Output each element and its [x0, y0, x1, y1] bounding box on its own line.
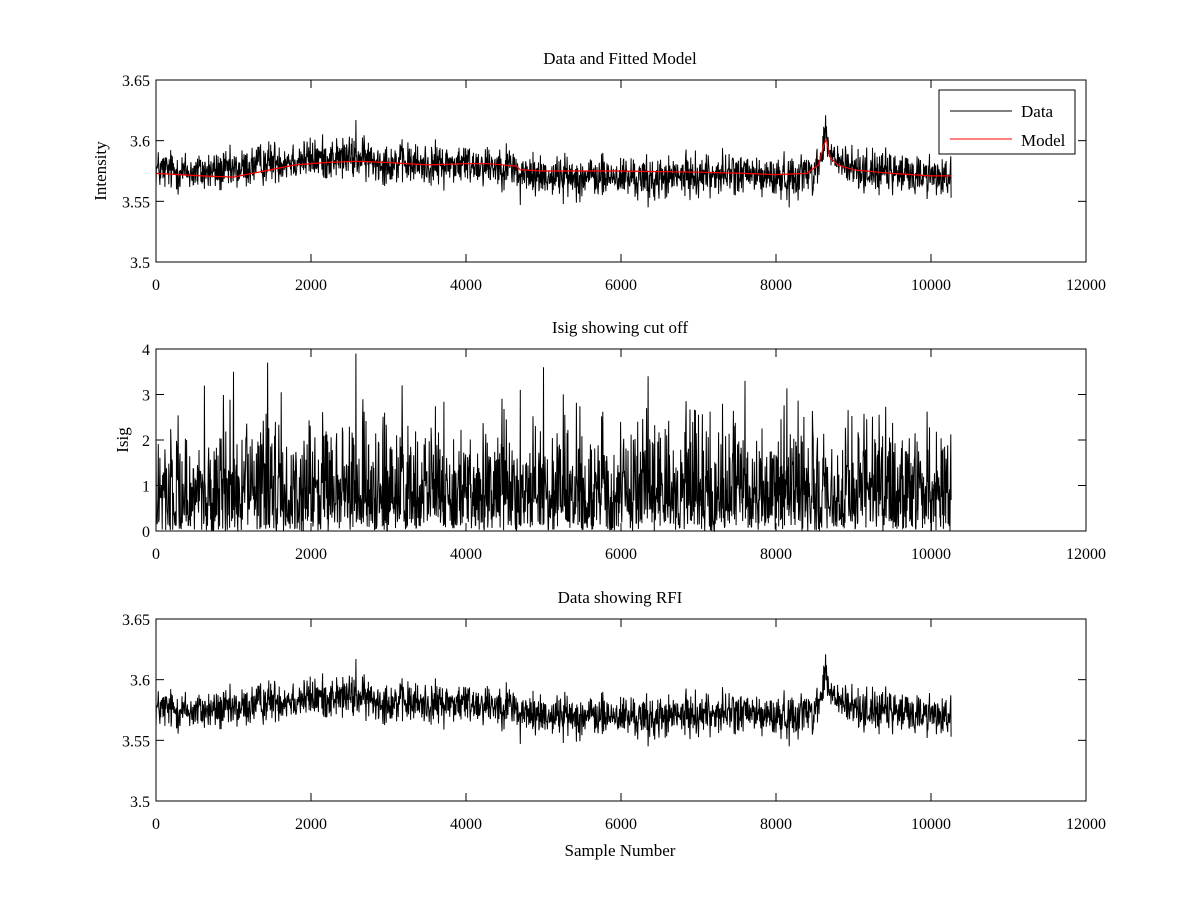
plot-title: Data showing RFI [558, 588, 683, 607]
x-tick-label: 2000 [295, 816, 327, 833]
plot-area: 0 2000 4000 6000 8000 10000 12000 3.5 3.55 3.6 3.6… [122, 612, 1106, 833]
y-tick-label: 3.55 [122, 194, 150, 211]
x-tick-label: 12000 [1066, 546, 1106, 563]
series-line-model [155, 137, 952, 178]
x-tick-label: 12000 [1066, 277, 1106, 294]
plot-area: 0 2000 4000 6000 8000 10000 12000 0 1 2 3 4 [142, 342, 1106, 563]
series-line-data [155, 115, 952, 208]
x-tick-label: 10000 [911, 546, 951, 563]
legend-box [938, 89, 1076, 155]
y-tick-label: 3.65 [122, 612, 150, 629]
y-tick-label: 2 [142, 433, 150, 450]
x-tick-label: 6000 [605, 816, 637, 833]
y-axis-label: Isig [113, 427, 132, 453]
panel-isig-showing-cut-off: Isig showing cut off Isig 0 2000 4000 6000 8… [113, 318, 1106, 563]
x-tick-label: 0 [152, 277, 160, 294]
series-line-isig [155, 353, 952, 533]
x-tick-label: 10000 [911, 816, 951, 833]
x-tick-label: 0 [152, 546, 160, 563]
x-tick-label: 10000 [911, 277, 951, 294]
x-tick-label: 0 [152, 816, 160, 833]
x-axis-label: Sample Number [565, 841, 676, 860]
x-tick-label: 4000 [450, 816, 482, 833]
y-tick-label: 3.6 [130, 134, 150, 151]
x-tick-label: 2000 [295, 546, 327, 563]
y-tick-label: 3.5 [130, 255, 150, 272]
legend: Data Model [938, 89, 1076, 155]
x-tick-label: 12000 [1066, 816, 1106, 833]
y-tick-label: 0 [142, 524, 150, 541]
y-tick-label: 4 [142, 342, 150, 359]
y-tick-label: 3 [142, 388, 150, 405]
x-tick-label: 6000 [605, 546, 637, 563]
series-line-data [155, 654, 952, 747]
y-tick-label: 3.6 [130, 673, 150, 690]
panel-data-showing-rfi: Data showing RFI Sample Number 0 2000 4000… [122, 588, 1106, 860]
x-tick-label: 4000 [450, 277, 482, 294]
x-tick-label: 4000 [450, 546, 482, 563]
x-tick-label: 8000 [760, 816, 792, 833]
x-tick-label: 6000 [605, 277, 637, 294]
y-tick-label: 3.55 [122, 733, 150, 750]
plot-title: Data and Fitted Model [543, 49, 697, 68]
y-axis-label: Intensity [91, 141, 110, 201]
y-tick-label: 1 [142, 479, 150, 496]
x-tick-label: 8000 [760, 546, 792, 563]
x-tick-label: 2000 [295, 277, 327, 294]
legend-label-model: Model [1021, 131, 1066, 150]
plot-title: Isig showing cut off [552, 318, 688, 337]
plot-area: 0 2000 4000 6000 8000 10000 12000 3.5 3.55 3.6 3.6… [122, 73, 1106, 294]
y-tick-label: 3.65 [122, 73, 150, 90]
x-tick-label: 8000 [760, 277, 792, 294]
legend-label-data: Data [1021, 102, 1054, 121]
y-tick-label: 3.5 [130, 794, 150, 811]
panel-data-and-fitted-model: Data and Fitted Model Intensity 0 2000 400… [91, 49, 1106, 294]
